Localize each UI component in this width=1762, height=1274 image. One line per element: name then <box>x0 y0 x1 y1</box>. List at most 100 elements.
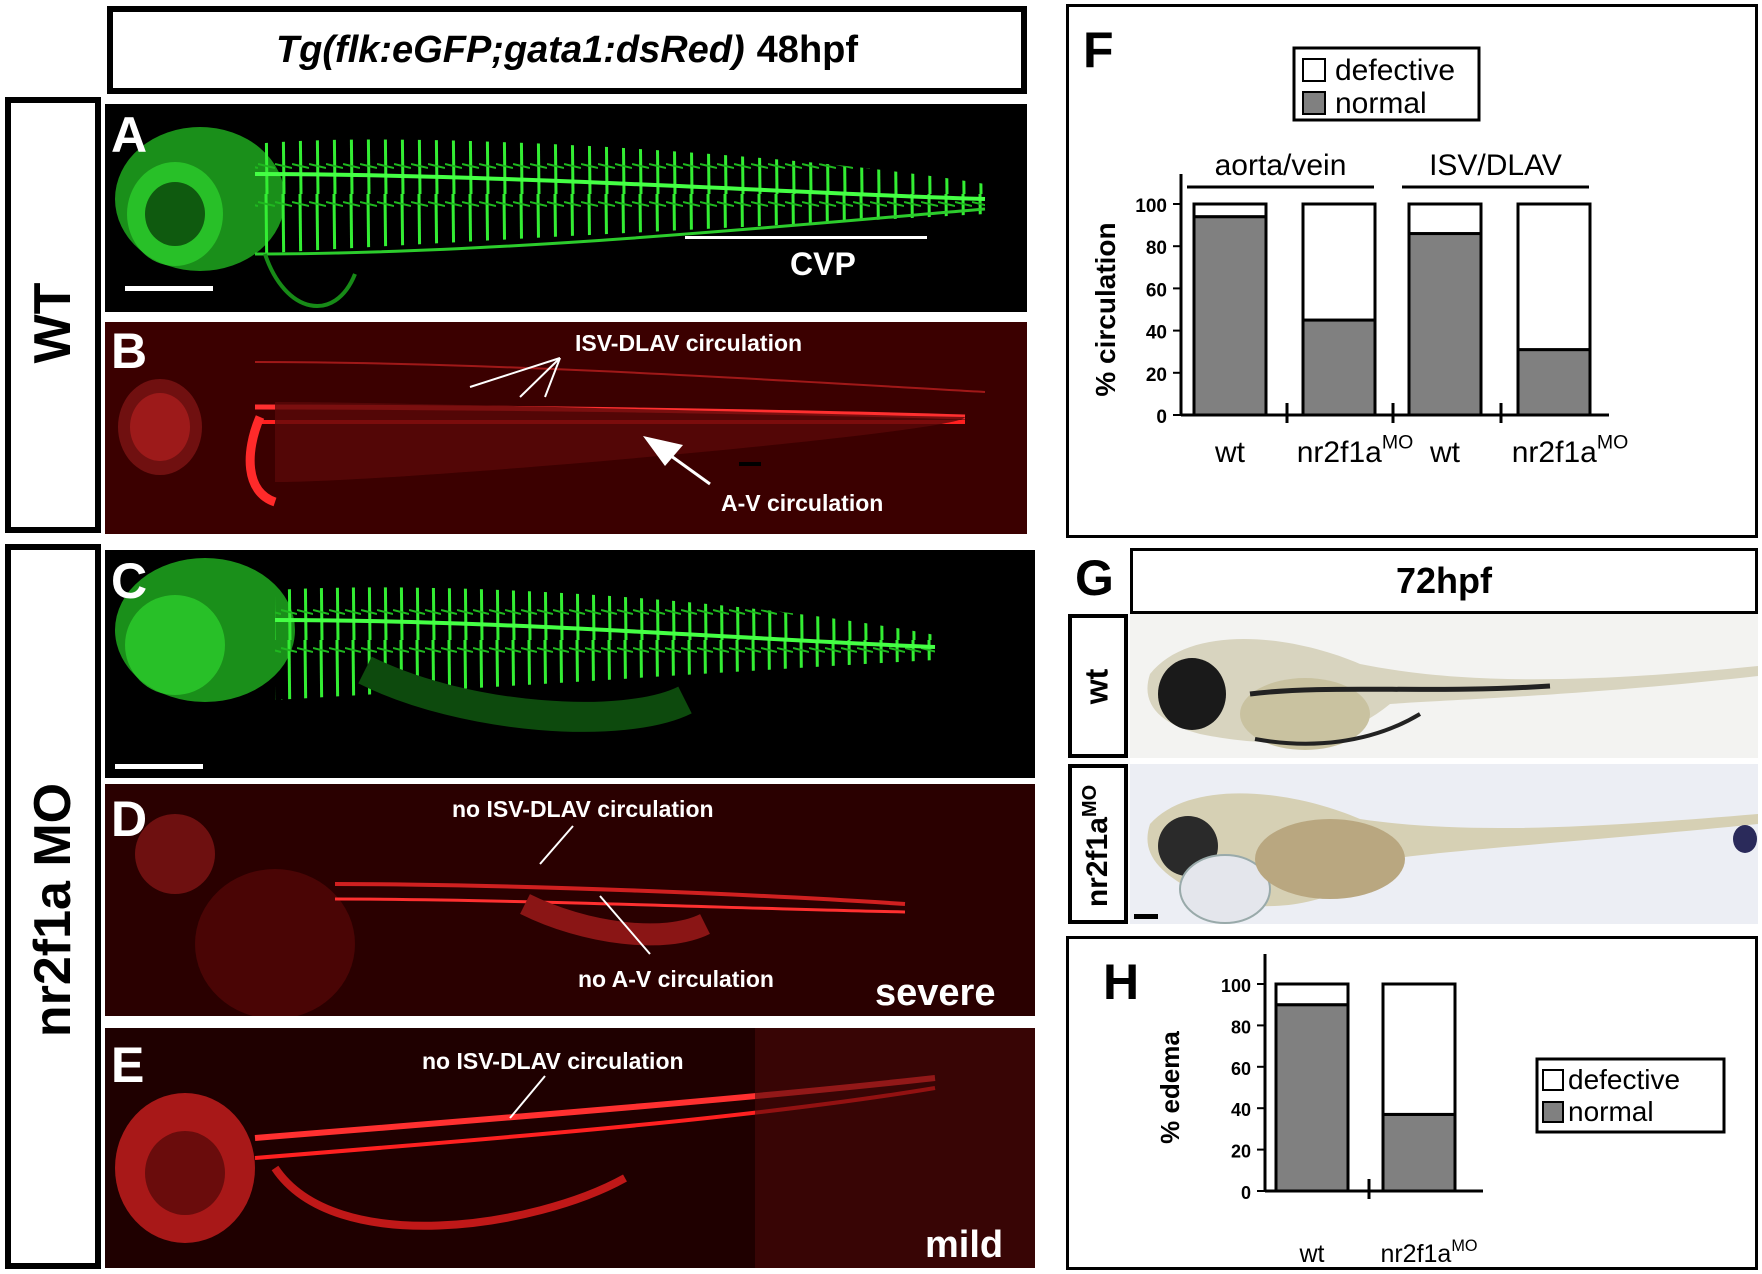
panel-d-letter: D <box>111 791 148 847</box>
y-tick-label: 80 <box>1231 1017 1251 1037</box>
panel-e-image: E no ISV-DLAV circulation mild <box>105 1028 1035 1268</box>
group-label: ISV/DLAV <box>1429 149 1562 182</box>
scale-bar-g <box>1134 914 1158 919</box>
bar-normal <box>1407 232 1483 417</box>
bar-defective <box>1301 202 1377 322</box>
group-label: aorta/vein <box>1215 149 1347 182</box>
panel-f-letter: F <box>1083 22 1114 78</box>
legend-label-defective: defective <box>1335 54 1455 87</box>
panel-b-annotation-lines <box>469 357 761 486</box>
row-label-wt: WT <box>5 97 101 533</box>
legend-swatch-defective <box>1542 1069 1564 1091</box>
y-tick-label: 100 <box>1221 976 1251 996</box>
bar-normal <box>1274 1003 1350 1193</box>
no-isv-dlav-label-e: no ISV-DLAV circulation <box>422 1048 684 1074</box>
panel-c-letter: C <box>111 553 148 609</box>
panel-g-row-wt: wt <box>1068 614 1128 758</box>
legend-label-defective: defective <box>1568 1064 1680 1095</box>
panel-c-image: C <box>105 550 1035 778</box>
no-av-label: no A-V circulation <box>578 966 774 992</box>
y-tick-label: 60 <box>1146 280 1167 301</box>
header-stage: 48hpf <box>756 28 859 71</box>
panel-g-photo-wt <box>1130 614 1758 758</box>
y-tick-label: 100 <box>1135 196 1167 217</box>
header-genotype: Tg(flk:eGFP;gata1:dsRed) <box>275 28 745 71</box>
av-label: A-V circulation <box>721 490 884 516</box>
panel-g-row-mo-text: nr2f1aMO <box>1079 771 1115 921</box>
panel-g-letter: G <box>1075 550 1114 606</box>
bar-defective <box>1274 982 1350 1007</box>
panel-e-letter: E <box>111 1037 145 1093</box>
fish-gfp-illustration <box>115 127 986 308</box>
y-tick-label: 80 <box>1146 238 1167 259</box>
larva-wt-illustration <box>1147 639 1758 750</box>
fish-gfp-mo-illustration <box>115 558 936 732</box>
x-category-label: nr2f1aMO <box>1297 432 1414 470</box>
x-category-label: nr2f1aMO <box>1512 432 1629 470</box>
bar-defective <box>1381 982 1457 1116</box>
panel-f-chart: F 0 20 40 60 80 100% circulation wt nr2f1aMO wt n… <box>1066 4 1758 538</box>
x-category-label: nr2f1aMO <box>1380 1237 1477 1267</box>
legend-label-normal: normal <box>1568 1096 1654 1127</box>
panel-h-letter: H <box>1103 954 1140 1010</box>
panel-d-image: D no ISV-DLAV circulation no A-V circula… <box>105 784 1035 1016</box>
bar-defective <box>1516 202 1592 352</box>
row-label-mo-text: nr2f1a MO <box>24 782 82 1038</box>
legend-swatch-normal <box>1542 1101 1564 1123</box>
row-label-wt-text: WT <box>24 282 82 364</box>
panel-d-annotation-lines <box>539 825 651 955</box>
y-tick-label: 20 <box>1146 365 1167 386</box>
cvp-bracket-line <box>685 236 927 239</box>
fish-dsred-severe-illustration <box>135 814 906 1016</box>
x-category-label: wt <box>1299 1240 1325 1267</box>
bar-normal <box>1301 318 1377 417</box>
figure-header: Tg(flk:eGFP;gata1:dsRed) 48hpf <box>107 6 1027 94</box>
scale-bar-a <box>125 286 213 291</box>
x-category-label-base: wt <box>1214 436 1246 469</box>
x-category-label-base: nr2f1a <box>1380 1240 1451 1267</box>
row-label-mo: nr2f1a MO <box>5 544 101 1269</box>
no-isv-dlav-label-d: no ISV-DLAV circulation <box>452 796 714 822</box>
fish-dsred-illustration <box>118 361 986 507</box>
x-category-label: wt <box>1214 436 1246 469</box>
x-category-label-sup: MO <box>1382 432 1413 454</box>
legend-swatch-normal <box>1302 91 1326 115</box>
cvp-label: CVP <box>790 246 856 282</box>
y-tick-label: 0 <box>1241 1183 1251 1203</box>
panel-g-row-mo-sup: MO <box>1079 784 1101 818</box>
panel-b-image: B ISV-DLAV circulation A-V circulation <box>105 322 1027 534</box>
panel-g-photo-mo <box>1130 764 1758 924</box>
panel-g-row-mo: nr2f1aMO <box>1068 764 1128 924</box>
y-tick-label: 60 <box>1231 1059 1251 1079</box>
y-tick-label: 40 <box>1146 323 1167 344</box>
bar-normal <box>1192 215 1268 417</box>
panel-h-chart: H 0 20 40 60 80 100 % edema wt nr2f1aMO defective… <box>1066 936 1758 1270</box>
y-axis-label: % edema <box>1155 1031 1185 1144</box>
scale-bar-c <box>115 764 203 769</box>
x-category-label: wt <box>1429 436 1461 469</box>
panel-g-row-wt-text: wt <box>1078 668 1115 705</box>
legend-swatch-defective <box>1302 58 1326 82</box>
isv-dlav-label: ISV-DLAV circulation <box>575 330 803 356</box>
chart-h-svg: 0 20 40 60 80 100 % edema wt nr2f1aMO defectiveno… <box>1155 954 1726 1268</box>
fish-dsred-mild-illustration <box>115 1028 1035 1268</box>
y-tick-label: 0 <box>1156 407 1167 428</box>
y-tick-label: 20 <box>1231 1142 1251 1162</box>
legend-label-normal: normal <box>1335 87 1427 120</box>
panel-a-image: A CVP <box>105 104 1027 312</box>
x-category-label-sup: MO <box>1451 1237 1477 1255</box>
panel-a-letter: A <box>111 107 148 163</box>
severity-label-severe: severe <box>875 972 996 1014</box>
bar-normal <box>1516 348 1592 417</box>
legend-box <box>1535 1057 1726 1134</box>
severity-label-mild: mild <box>925 1224 1004 1266</box>
x-category-label-sup: MO <box>1597 432 1628 454</box>
y-axis-label: % circulation <box>1090 222 1121 396</box>
x-category-label-base: nr2f1a <box>1297 436 1382 469</box>
panel-g-row-mo-base: nr2f1a <box>1081 817 1114 908</box>
bar-normal <box>1381 1112 1457 1193</box>
larva-mo-illustration <box>1147 793 1758 924</box>
bar-defective <box>1192 202 1268 219</box>
panel-e-annotation-lines <box>509 1075 546 1119</box>
